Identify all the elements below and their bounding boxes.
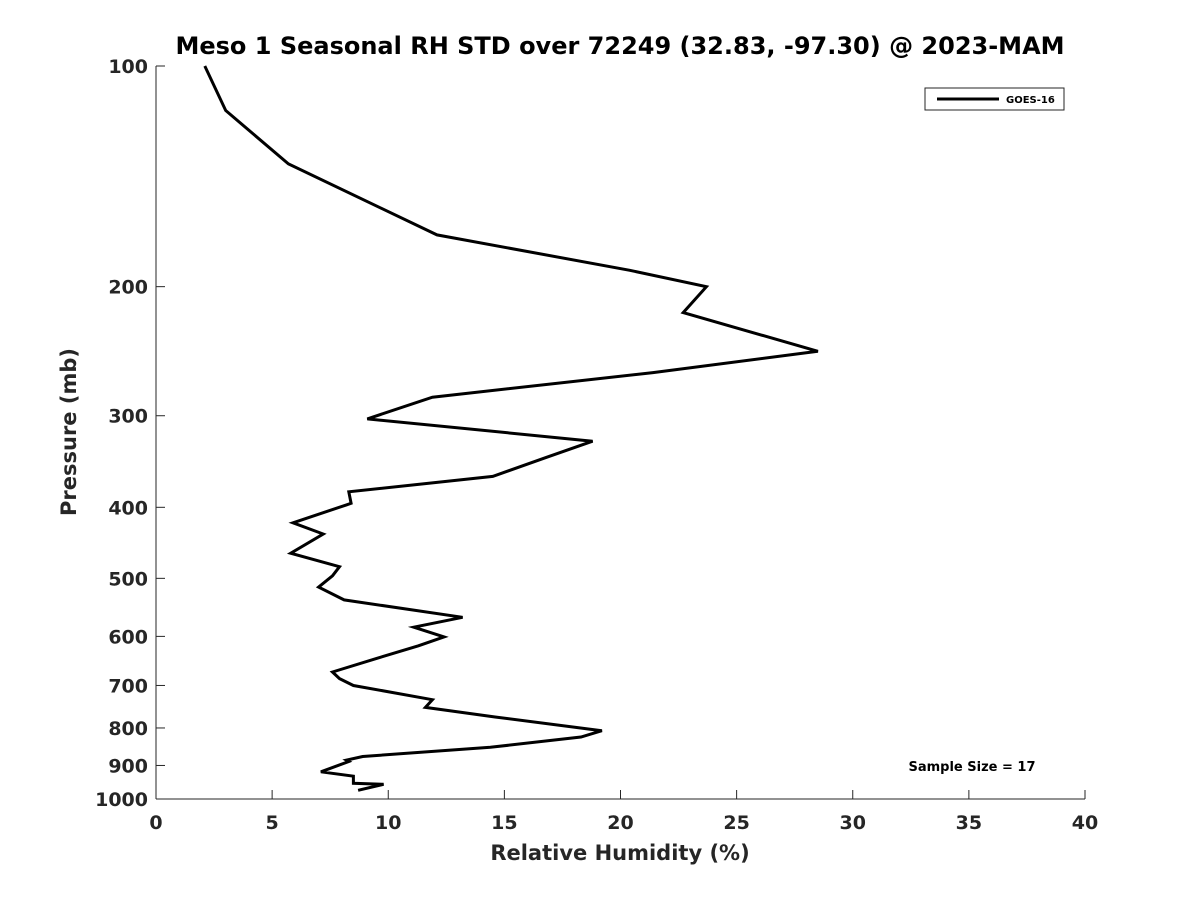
y-tick-label: 500	[108, 568, 148, 590]
x-tick-label: 25	[723, 812, 749, 834]
x-tick-label: 0	[149, 812, 162, 834]
x-tick-label: 5	[266, 812, 279, 834]
x-axis-label: Relative Humidity (%)	[490, 841, 749, 865]
x-tick-label: 30	[840, 812, 866, 834]
x-tick-label: 15	[491, 812, 517, 834]
sample-size-annotation: Sample Size = 17	[908, 760, 1035, 775]
y-tick-label: 1000	[95, 789, 148, 811]
x-axis-ticks: 0 5 10 15 20 25 30 35 40	[149, 790, 1098, 834]
x-tick-label: 35	[956, 812, 982, 834]
y-tick-label: 700	[108, 675, 148, 697]
x-tick-label: 40	[1072, 812, 1098, 834]
y-axis-ticks: 100 200 300 400 500 600 700 800 900 1000	[95, 56, 165, 811]
legend: GOES-16	[924, 87, 1065, 111]
y-tick-label: 300	[108, 406, 148, 428]
x-tick-label: 10	[375, 812, 401, 834]
series-line-goes-16	[203, 65, 819, 792]
legend-entry-goes-16: GOES-16	[1006, 95, 1055, 106]
y-tick-label: 900	[108, 755, 148, 777]
y-tick-label: 200	[108, 277, 148, 299]
axes	[155, 66, 1085, 800]
x-tick-label: 20	[607, 812, 633, 834]
y-tick-label: 400	[108, 497, 148, 519]
y-tick-label: 100	[108, 56, 148, 78]
y-tick-label: 600	[108, 626, 148, 648]
data-series	[203, 65, 819, 792]
y-axis-label: Pressure (mb)	[57, 348, 81, 516]
chart-title: Meso 1 Seasonal RH STD over 72249 (32.83…	[175, 32, 1064, 60]
y-tick-label: 800	[108, 718, 148, 740]
